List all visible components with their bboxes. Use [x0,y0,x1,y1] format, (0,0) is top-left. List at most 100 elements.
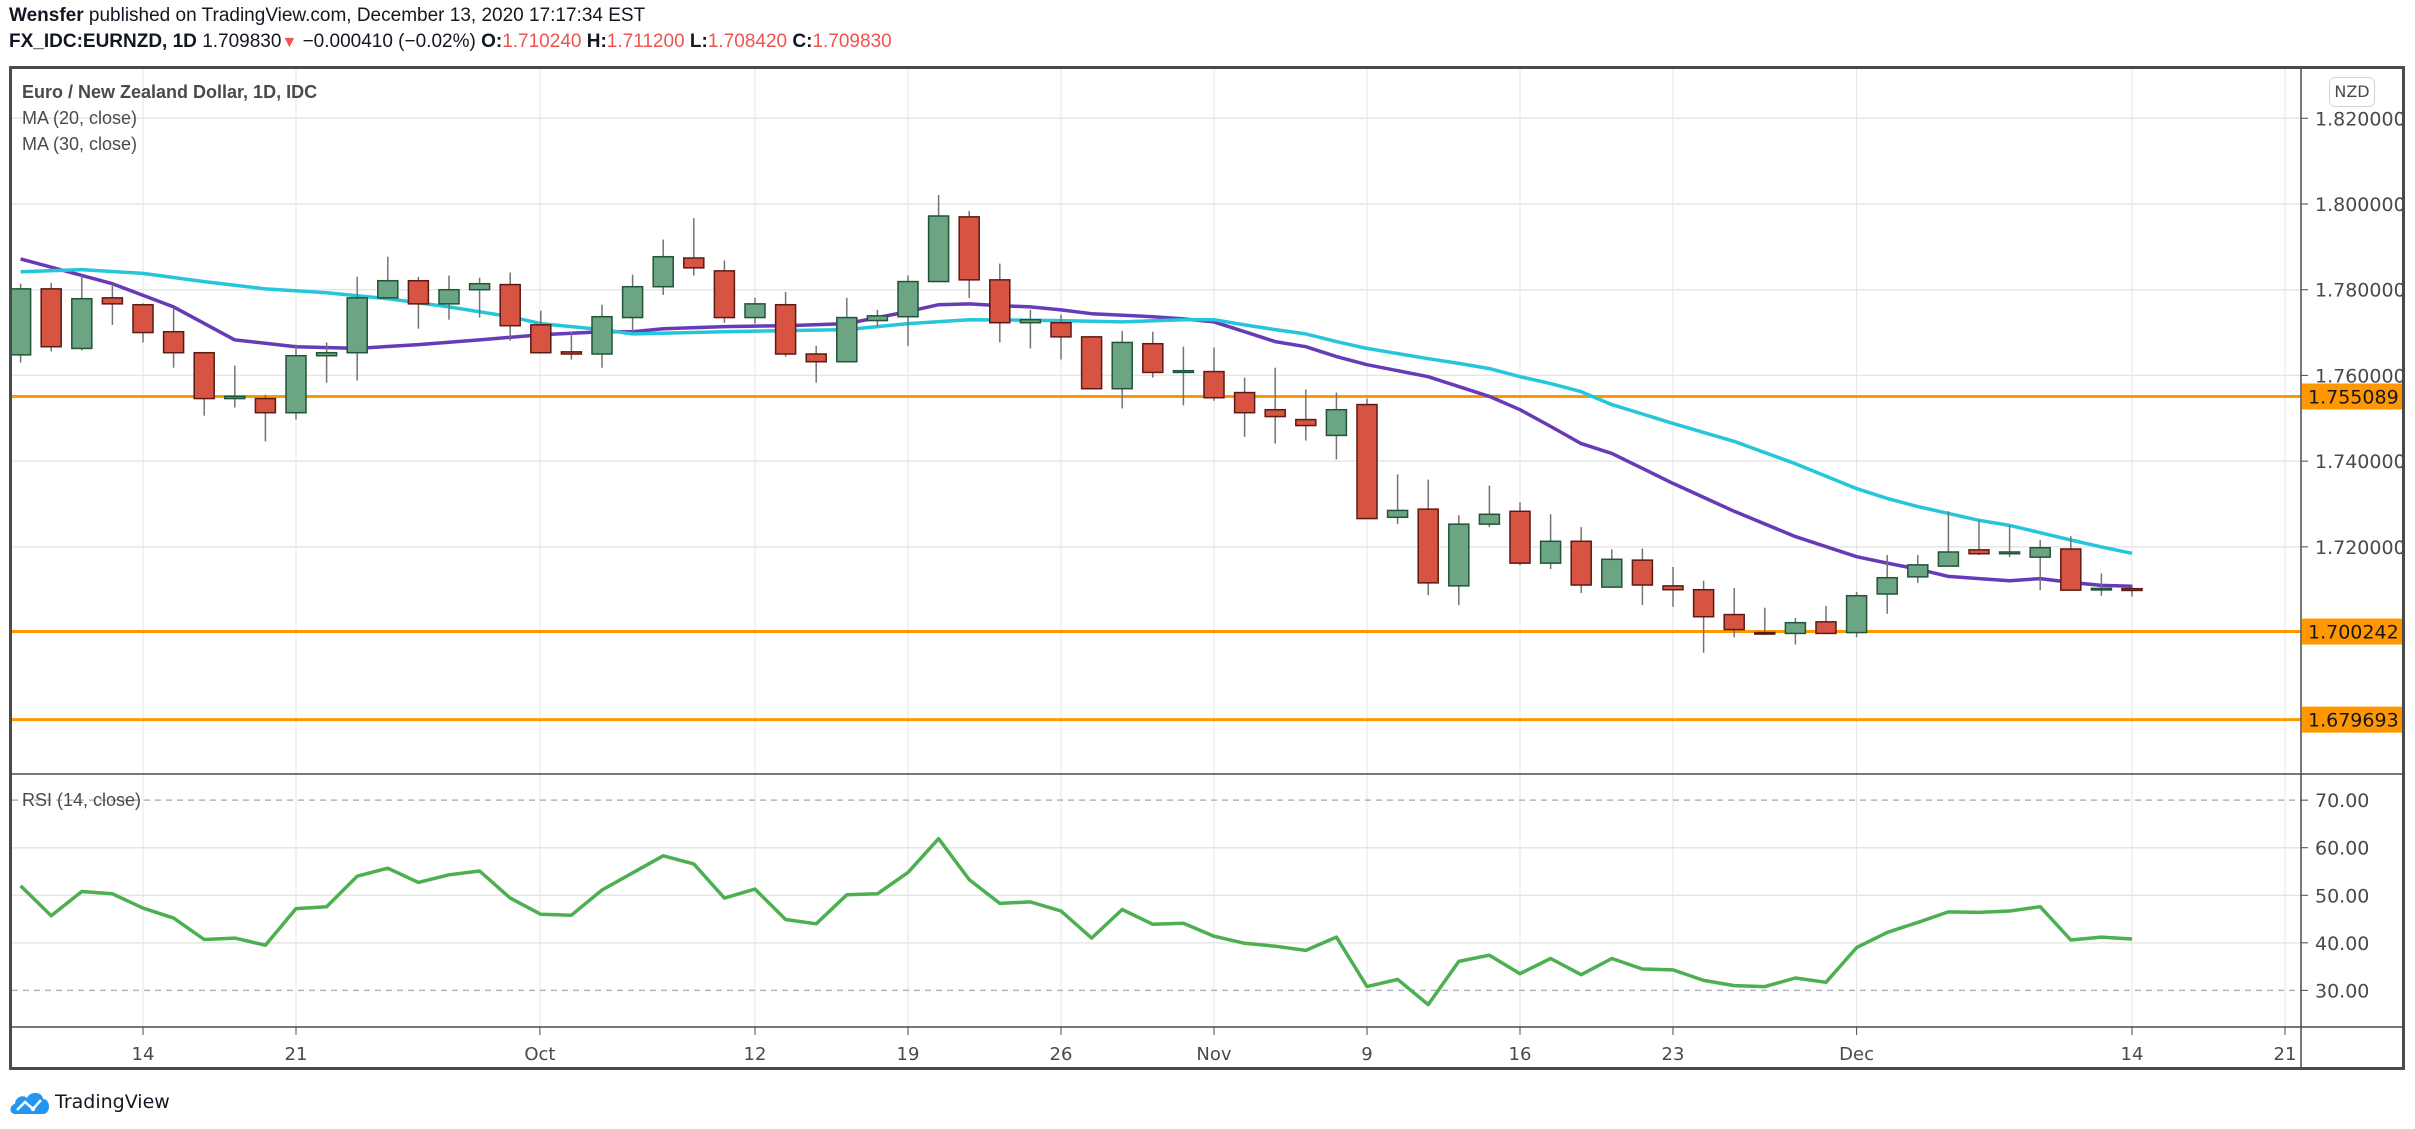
rsi-tick-label: 50.00 [2315,885,2369,907]
horizontal-line-price-badge [2302,706,2404,733]
candle-up [744,303,766,319]
candle-up [1998,551,2021,555]
low-label: L: [689,31,708,52]
high-value: 1.711200 [606,31,685,52]
candle-up [285,354,307,414]
legend-ma30[interactable]: MA (30, close) [22,134,138,154]
price-tick-label: 1.780000 [2315,280,2406,302]
candle-down [132,303,154,334]
candle-down [1509,510,1531,564]
x-tick-label: 21 [285,1044,308,1065]
rsi-tick-label: 70.00 [2315,790,2369,812]
candle-down [1631,559,1654,586]
candle-down [530,324,552,354]
candle-down [1754,631,1776,635]
horizontal-line-price-label: 1.755089 [2308,386,2399,408]
legend-ma20[interactable]: MA (20, close) [22,108,138,128]
candle-down [40,288,62,348]
candle-down [1264,408,1286,418]
published-text: published on TradingView.com, December 1… [88,5,646,26]
author-name[interactable]: Wensfer [9,5,84,26]
candle-down [1968,549,1990,555]
candle-down [1233,391,1256,414]
rsi-line [19,836,2133,1007]
candle-down [1050,321,1072,338]
candle-down [1295,418,1317,427]
candle-down [683,257,705,269]
candle-up [377,279,399,299]
candle-down [1692,588,1715,618]
candle-up [71,297,93,350]
symbol-info-bar: FX_IDC:EURNZD, 1D 1.709830▼ −0.000410 (−… [9,31,892,53]
symbol-label: FX_IDC:EURNZD, 1D [9,31,197,52]
down-triangle-icon: ▼ [281,34,298,51]
candle-up [468,282,491,291]
horizontal-line-price-badge [2302,618,2404,645]
horizontal-line-price-label: 1.679693 [2308,710,2399,732]
candle-up [1111,341,1133,390]
candle-down [499,283,521,327]
tradingview-cloud-icon [10,1092,49,1114]
candle-up [1478,513,1501,525]
candle-down [1417,508,1439,584]
currency-badge[interactable]: NZD [2329,77,2375,107]
rsi-pane [12,799,2301,1007]
x-tick-label: 19 [897,1044,920,1065]
horizontal-line-price-label: 1.700242 [2308,622,2399,644]
footer-brand: TradingView [55,1091,170,1113]
candle-down [1203,370,1225,399]
candle-down [805,353,827,363]
high-label: H: [586,31,607,52]
candle-down [2121,587,2143,592]
x-tick-label: 14 [132,1044,155,1065]
price-tick-label: 1.760000 [2315,365,2406,387]
ma30-line [20,267,2133,556]
close-value: 1.709830 [812,31,892,52]
candle-down [713,270,736,319]
candle-down [254,397,277,414]
grid-lines [12,69,2301,1027]
x-tick-label: 21 [2274,1044,2297,1065]
chart-frame [9,66,2405,1070]
x-tick-label: 26 [1050,1044,1073,1065]
candle-up [652,255,674,288]
candle-up [1019,318,1042,324]
candle-down [162,330,185,354]
candle-down [1080,336,1103,390]
price-change: −0.000410 (−0.02%) [302,31,476,52]
candle-up [1539,540,1562,564]
legend-title[interactable]: Euro / New Zealand Dollar, 1D, IDC [22,82,318,102]
last-price: 1.709830 [202,31,282,52]
rsi-tick-label: 30.00 [2315,980,2369,1002]
candle-down [958,216,980,281]
candle-up [1784,621,1807,635]
candle-down [101,297,124,305]
price-tick-label: 1.800000 [2315,194,2406,216]
close-label: C: [792,31,813,52]
candle-up [1172,369,1195,374]
candle-down [1570,540,1592,586]
candle-down [1815,621,1837,635]
candle-down [1723,613,1745,631]
candle-up [866,315,889,322]
candle-up [2090,587,2113,591]
candle-down [407,279,430,305]
candles [9,195,2143,653]
footer-logo[interactable]: TradingView [9,1089,170,1115]
candle-up [591,315,613,355]
candle-up [315,351,338,357]
candle-up [1937,551,1960,567]
axes: 14 21 Oct 12 19 26 Nov 9 16 23 Dec 14 21 1.820000 1.80… [12,69,2406,1068]
x-tick-label: 9 [1361,1044,1372,1065]
legend-rsi[interactable]: RSI (14, close) [22,790,142,810]
candle-down [1142,342,1164,374]
candle-up [897,280,919,318]
candle-up [346,297,368,354]
candle-up [1876,576,1898,595]
candle-down [560,351,583,355]
open-label: O: [481,31,503,52]
price-tick-label: 1.820000 [2315,108,2406,130]
horizontal-lines: 1.755089 1.700242 1.679693 [12,383,2404,733]
x-tick-label: 12 [744,1044,767,1065]
